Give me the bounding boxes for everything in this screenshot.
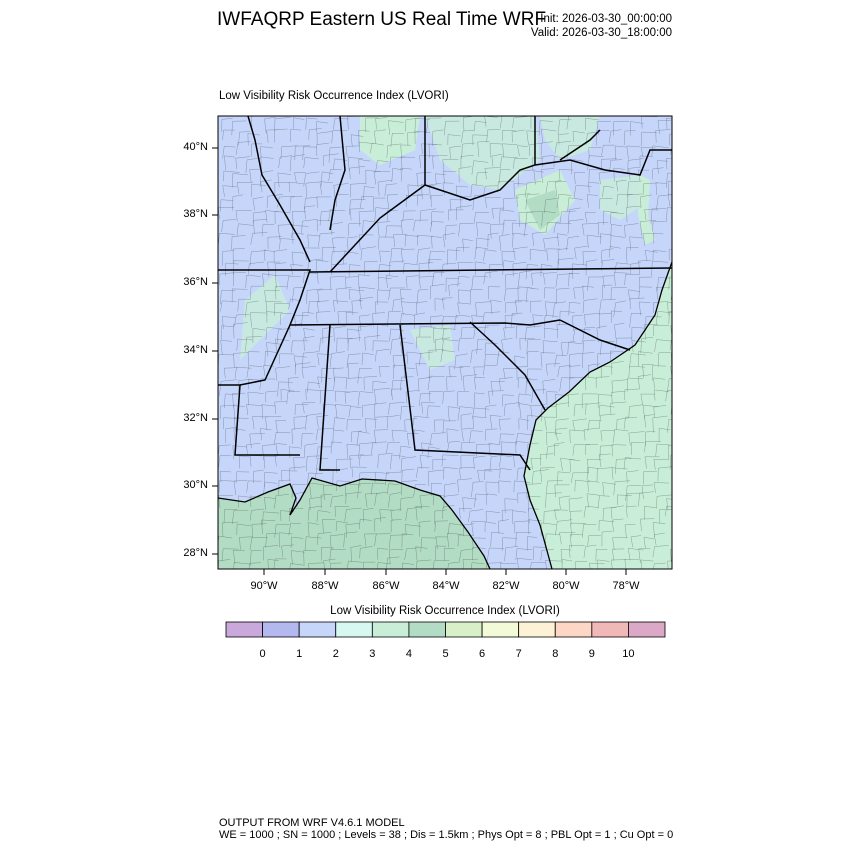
colorbar-label: 2: [332, 648, 339, 660]
index-patch-high: [525, 190, 560, 230]
index-patches: [240, 116, 650, 370]
colorbar-swatch: [225, 621, 263, 638]
colorbar-swatch: [335, 621, 373, 638]
colorbar-label: 4: [405, 648, 412, 660]
lat-label: 32°N: [183, 412, 208, 424]
init-time: Init: 2026-03-30_00:00:00: [540, 13, 672, 25]
colorbar-swatch: [445, 621, 483, 638]
colorbar-label: 8: [552, 648, 559, 660]
lon-label: 80°W: [552, 580, 580, 592]
county-borders: [218, 116, 672, 569]
colorbar-swatch: [628, 621, 666, 638]
plot-title: IWFAQRP Eastern US Real Time WRF: [217, 9, 547, 30]
colorbar-label: 3: [369, 648, 376, 660]
lon-label: 86°W: [372, 580, 400, 592]
footer-model: OUTPUT FROM WRF V4.6.1 MODEL: [219, 817, 405, 829]
state-borders: [218, 116, 672, 471]
colorbar-swatch: [518, 621, 556, 638]
map-subtitle: Low Visibility Risk Occurrence Index (LV…: [219, 90, 449, 102]
lon-label: 88°W: [311, 580, 339, 592]
lat-label: 28°N: [183, 547, 208, 559]
colorbar-label: 1: [296, 648, 303, 660]
valid-time: Valid: 2026-03-30_18:00:00: [530, 27, 672, 39]
map-frame: [217, 115, 673, 570]
colorbar-swatch: [408, 621, 446, 638]
colorbar: [225, 621, 666, 638]
colorbar-label: 10: [622, 648, 635, 660]
lon-label: 78°W: [612, 580, 640, 592]
lat-label: 30°N: [183, 479, 208, 491]
colorbar-label: 6: [479, 648, 486, 660]
colorbar-swatch: [262, 621, 300, 638]
colorbar-swatch: [591, 621, 629, 638]
lon-label: 82°W: [492, 580, 520, 592]
colorbar-swatch: [481, 621, 520, 638]
footer-config: WE = 1000 ; SN = 1000 ; Levels = 38 ; Di…: [219, 829, 674, 841]
gulf-of-mexico: [218, 478, 490, 569]
lat-label: 34°N: [183, 344, 208, 356]
colorbar-label: 9: [588, 648, 595, 660]
colorbar-swatch: [298, 621, 337, 638]
chesapeake-bay: [638, 175, 655, 245]
atlantic-ocean: [524, 262, 672, 569]
lat-label: 36°N: [183, 276, 208, 288]
colorbar-swatch: [554, 621, 593, 638]
colorbar-label: 0: [259, 648, 266, 660]
coastline: [218, 261, 672, 569]
lon-label: 84°W: [432, 580, 460, 592]
colorbar-title: Low Visibility Risk Occurrence Index (LV…: [330, 605, 560, 617]
lat-label: 38°N: [183, 208, 208, 220]
lon-label: 90°W: [250, 580, 278, 592]
lat-label: 40°N: [183, 141, 208, 153]
colorbar-label: 7: [515, 648, 522, 660]
colorbar-swatch: [371, 621, 410, 638]
colorbar-label: 5: [442, 648, 449, 660]
axis-ticks: [212, 147, 627, 575]
